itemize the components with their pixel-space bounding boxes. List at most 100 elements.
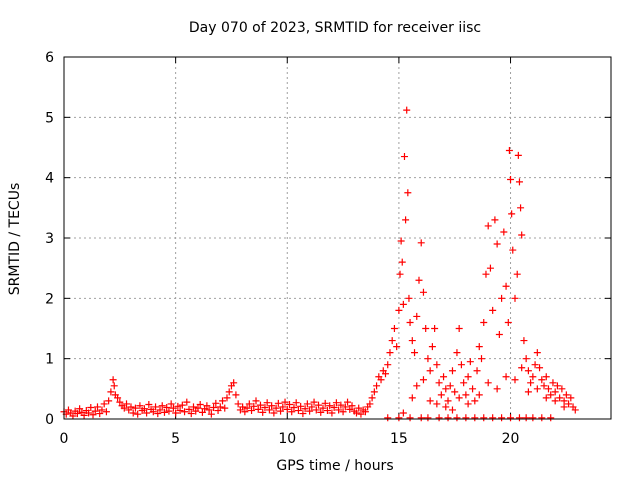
data-point — [489, 306, 497, 314]
data-point — [489, 414, 497, 422]
data-point — [323, 407, 331, 415]
data-point — [87, 404, 95, 412]
data-point — [478, 355, 486, 363]
data-point — [422, 325, 430, 332]
data-point — [524, 367, 532, 375]
data-point — [508, 210, 516, 218]
data-point — [290, 404, 298, 412]
data-point — [261, 404, 269, 412]
data-point — [428, 343, 436, 351]
data-point — [225, 388, 233, 396]
data-point — [93, 403, 101, 411]
data-point — [405, 294, 413, 302]
data-point — [400, 153, 408, 161]
data-point — [230, 379, 238, 387]
data-point — [239, 403, 247, 411]
data-point — [366, 400, 374, 408]
data-point — [511, 376, 519, 384]
data-point — [85, 409, 93, 417]
data-point — [493, 240, 501, 248]
data-point — [538, 414, 546, 422]
data-point — [475, 343, 483, 351]
data-point — [553, 382, 561, 390]
data-point — [210, 404, 218, 412]
data-point — [446, 382, 454, 390]
data-point — [163, 404, 171, 412]
data-point — [178, 401, 186, 409]
data-point — [219, 397, 227, 405]
data-point — [344, 398, 352, 406]
data-point — [513, 270, 521, 278]
data-point — [361, 408, 369, 416]
data-point — [415, 276, 423, 284]
data-point — [547, 414, 555, 422]
data-point — [337, 401, 345, 409]
data-point — [424, 414, 432, 422]
data-point — [303, 400, 311, 408]
data-point — [500, 228, 508, 236]
data-point — [426, 397, 434, 405]
data-point — [123, 400, 131, 408]
data-point — [390, 325, 398, 332]
data-point — [464, 400, 472, 408]
data-point — [73, 410, 81, 418]
data-point — [346, 405, 354, 413]
data-point — [451, 388, 459, 396]
data-point — [544, 385, 552, 393]
data-point — [196, 401, 204, 409]
data-point — [114, 394, 122, 402]
data-point — [181, 408, 189, 416]
data-point — [406, 318, 414, 326]
data-point — [565, 400, 573, 408]
data-point — [268, 402, 276, 410]
data-point — [466, 358, 474, 366]
data-point — [120, 404, 128, 412]
data-point — [277, 407, 285, 415]
data-point — [406, 414, 414, 422]
data-point — [76, 405, 84, 413]
data-point — [169, 404, 177, 412]
data-point — [232, 391, 240, 399]
data-point — [491, 216, 499, 224]
data-point — [203, 402, 211, 410]
data-point — [533, 349, 541, 357]
data-point — [207, 410, 215, 418]
data-point — [265, 406, 273, 414]
data-point — [288, 408, 296, 416]
y-tick-label: 6 — [45, 50, 54, 66]
data-point — [460, 379, 468, 387]
data-point — [531, 361, 539, 369]
data-point — [505, 147, 513, 155]
data-point — [105, 397, 113, 405]
data-point — [502, 282, 510, 290]
data-point — [413, 312, 421, 320]
data-point — [109, 376, 117, 384]
data-point — [330, 404, 338, 412]
data-point — [484, 222, 492, 230]
data-point — [223, 394, 231, 402]
data-point — [172, 409, 180, 417]
data-point — [384, 414, 392, 422]
data-point — [444, 397, 452, 405]
data-point — [399, 409, 407, 417]
data-point — [386, 349, 394, 357]
plot-frame — [63, 56, 612, 420]
data-point — [116, 398, 124, 406]
data-point — [453, 414, 461, 422]
data-point — [156, 406, 164, 414]
data-point — [440, 373, 448, 381]
data-point — [234, 400, 242, 408]
data-point — [263, 399, 271, 407]
data-point — [259, 408, 267, 416]
data-point — [498, 294, 506, 302]
data-point — [471, 414, 479, 422]
data-point — [384, 361, 392, 369]
data-point — [149, 408, 157, 416]
data-point — [486, 264, 494, 272]
x-tick-label: 0 — [60, 431, 69, 447]
data-point — [457, 361, 465, 369]
grid-lines — [64, 57, 611, 419]
data-point — [189, 403, 197, 411]
data-point — [160, 408, 168, 416]
data-point — [308, 403, 316, 411]
